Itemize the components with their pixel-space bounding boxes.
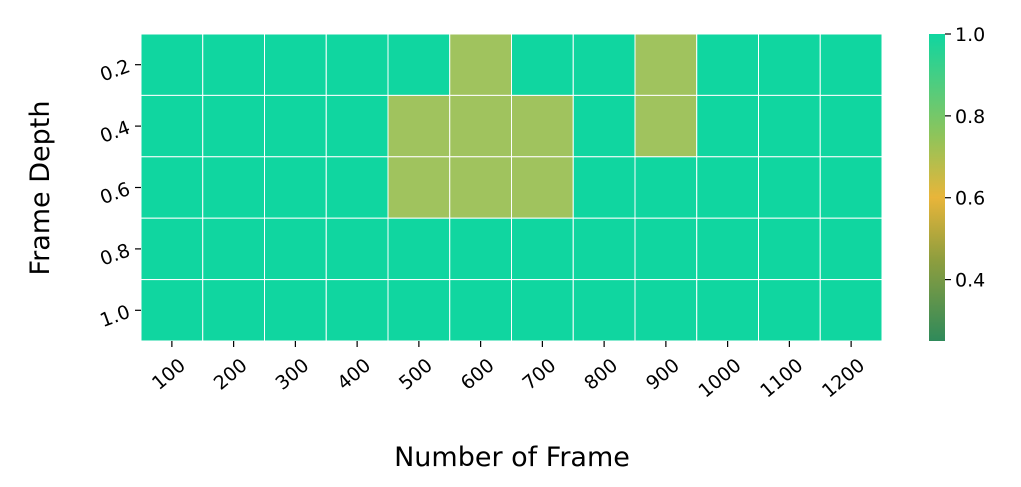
heatmap-cell bbox=[325, 33, 389, 96]
y-tick-label: 0.8 bbox=[97, 240, 133, 271]
heatmap-cell bbox=[202, 217, 265, 281]
y-tick-label: 0.2 bbox=[97, 55, 133, 86]
heatmap-cell bbox=[387, 279, 451, 342]
colorbar-tick-label: 0.8 bbox=[955, 106, 985, 128]
heatmap-cell bbox=[758, 94, 821, 158]
heatmap-cell bbox=[634, 217, 698, 281]
heatmap-cell bbox=[758, 156, 821, 219]
heatmap-cell bbox=[449, 217, 512, 281]
heatmap-cell bbox=[634, 33, 698, 96]
heatmap-cell bbox=[325, 279, 389, 342]
heatmap-cell bbox=[202, 94, 265, 158]
x-axis-ticks: 100 200 300 400 500 600 700 800 900 1000 1100 1200 bbox=[148, 341, 869, 402]
heatmap-cell bbox=[819, 217, 883, 281]
x-tick-label: 900 bbox=[642, 354, 684, 394]
heatmap-cell bbox=[449, 279, 512, 342]
heatmap-cell bbox=[264, 94, 327, 158]
heatmap-cell bbox=[140, 33, 204, 96]
heatmap-cell bbox=[758, 217, 821, 281]
colorbar-tick-label: 0.6 bbox=[955, 188, 985, 210]
y-axis-label: Frame Depth bbox=[25, 101, 56, 276]
x-tick-label: 1200 bbox=[818, 354, 869, 402]
heatmap-cell bbox=[140, 217, 204, 281]
heatmap-cell bbox=[511, 217, 574, 281]
heatmap-cell bbox=[325, 217, 389, 281]
x-axis-label: Number of Frame bbox=[394, 442, 630, 473]
heatmap-cell bbox=[696, 94, 759, 158]
heatmap-cell bbox=[634, 156, 698, 219]
heatmap-cell bbox=[511, 279, 574, 342]
colorbar-tick-label: 1.0 bbox=[955, 24, 985, 46]
x-tick-label: 200 bbox=[210, 354, 252, 394]
x-tick-label: 1000 bbox=[694, 354, 745, 402]
x-tick-label: 100 bbox=[148, 354, 190, 394]
heatmap-cell bbox=[634, 279, 698, 342]
heatmap-cell bbox=[264, 156, 327, 219]
heatmap-cell bbox=[202, 279, 265, 342]
heatmap-cell bbox=[511, 156, 574, 219]
heatmap-cell bbox=[819, 279, 883, 342]
y-axis-ticks: 0.2 0.4 0.6 0.8 1.0 bbox=[97, 55, 141, 332]
x-tick-label: 700 bbox=[518, 354, 560, 394]
heatmap-cell bbox=[634, 94, 698, 158]
x-tick-label: 800 bbox=[580, 354, 622, 394]
heatmap-cell bbox=[449, 33, 512, 96]
heatmap-cell bbox=[819, 94, 883, 158]
heatmap-cell bbox=[511, 94, 574, 158]
x-tick-label: 400 bbox=[333, 354, 375, 394]
heatmap-cell bbox=[140, 156, 204, 219]
y-tick-label: 0.4 bbox=[97, 117, 133, 148]
heatmap-cell bbox=[449, 156, 512, 219]
heatmap-cells bbox=[140, 33, 883, 342]
heatmap-cell bbox=[202, 33, 265, 96]
heatmap-cell bbox=[758, 33, 821, 96]
heatmap-cell bbox=[387, 94, 451, 158]
x-tick-label: 300 bbox=[271, 354, 313, 394]
heatmap-cell bbox=[819, 156, 883, 219]
y-tick-label: 1.0 bbox=[97, 301, 133, 332]
heatmap-cell bbox=[758, 279, 821, 342]
colorbar bbox=[929, 34, 945, 341]
heatmap-cell bbox=[696, 156, 759, 219]
heatmap-cell bbox=[387, 156, 451, 219]
heatmap-cell bbox=[572, 94, 636, 158]
x-tick-label: 500 bbox=[395, 354, 437, 394]
heatmap-cell bbox=[387, 217, 451, 281]
heatmap-cell bbox=[264, 217, 327, 281]
heatmap-cell bbox=[572, 33, 636, 96]
heatmap-cell bbox=[696, 217, 759, 281]
heatmap-cell bbox=[264, 279, 327, 342]
heatmap-cell bbox=[696, 279, 759, 342]
heatmap-cell bbox=[387, 33, 451, 96]
heatmap-cell bbox=[325, 156, 389, 219]
heatmap-cell bbox=[572, 217, 636, 281]
colorbar-ticks: 0.4 0.6 0.8 1.0 bbox=[945, 24, 985, 292]
heatmap-cell bbox=[449, 94, 512, 158]
heatmap-cell bbox=[264, 33, 327, 96]
heatmap-cell bbox=[140, 94, 204, 158]
heatmap-cell bbox=[325, 94, 389, 158]
heatmap-cell bbox=[202, 156, 265, 219]
x-tick-label: 600 bbox=[457, 354, 499, 394]
heatmap-cell bbox=[572, 156, 636, 219]
colorbar-tick-label: 0.4 bbox=[955, 270, 985, 292]
x-tick-label: 1100 bbox=[756, 354, 807, 402]
heatmap-cell bbox=[511, 33, 574, 96]
heatmap-cell bbox=[140, 279, 204, 342]
heatmap-cell bbox=[572, 279, 636, 342]
y-tick-label: 0.6 bbox=[97, 178, 133, 209]
heatmap-cell bbox=[696, 33, 759, 96]
heatmap-cell bbox=[819, 33, 883, 96]
